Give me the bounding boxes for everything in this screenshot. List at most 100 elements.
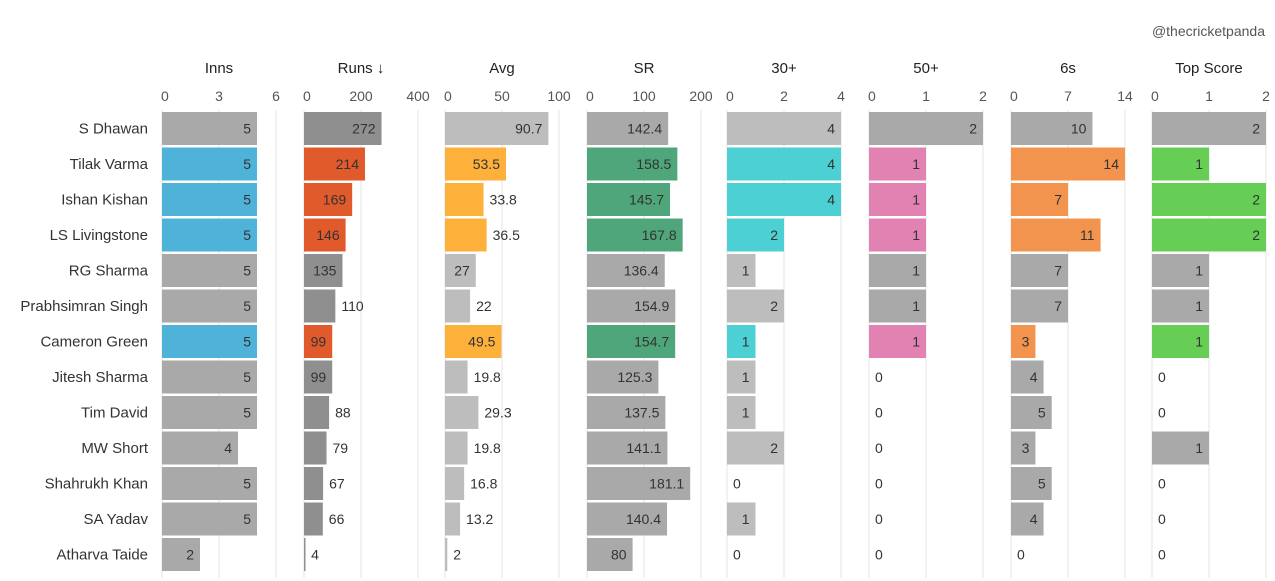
data-label-runs: 110 [341, 298, 364, 314]
tick-label-avg: 0 [444, 88, 452, 104]
data-label-6s: 3 [1022, 334, 1030, 350]
data-label-avg: 16.8 [470, 476, 497, 492]
bar-top-score [1152, 254, 1209, 287]
bar-runs [304, 183, 353, 216]
data-label-top-score: 2 [1252, 121, 1260, 137]
data-label-inns: 5 [243, 298, 251, 314]
data-label-inns: 5 [243, 121, 251, 137]
data-label-inns: 5 [243, 334, 251, 350]
column-title-avg: Avg [489, 60, 515, 77]
bar-50 [869, 289, 926, 323]
data-label-50: 2 [969, 121, 977, 137]
bar-avg [445, 467, 465, 500]
bar-30 [727, 112, 841, 145]
data-label-inns: 5 [243, 192, 251, 208]
data-label-runs: 99 [311, 334, 327, 350]
data-label-avg: 13.2 [466, 511, 493, 527]
data-label-inns: 5 [243, 156, 251, 172]
bar-runs [304, 254, 343, 287]
tick-label-inns: 0 [161, 88, 169, 104]
player-label: Tilak Varma [70, 156, 149, 173]
data-label-runs: 135 [313, 263, 337, 279]
tick-label-avg: 50 [494, 88, 510, 104]
data-label-avg: 22 [476, 298, 492, 314]
tick-label-inns: 3 [215, 88, 223, 104]
bar-50 [869, 254, 926, 287]
bar-inns [162, 325, 257, 358]
bar-avg [445, 218, 487, 252]
bar-avg [445, 360, 468, 394]
data-label-6s: 5 [1038, 405, 1046, 421]
data-label-sr: 167.8 [642, 227, 677, 243]
data-label-top-score: 0 [1158, 547, 1166, 563]
data-label-top-score: 0 [1158, 369, 1166, 385]
bar-runs [304, 112, 382, 145]
bar-top-score [1152, 431, 1209, 465]
bar-6s [1011, 147, 1125, 181]
player-label: RG Sharma [69, 263, 149, 280]
data-label-30: 0 [733, 476, 741, 492]
tick-label-50: 2 [979, 88, 987, 104]
bar-top-score [1152, 183, 1266, 216]
data-label-top-score: 0 [1158, 405, 1166, 421]
data-label-runs: 146 [316, 227, 340, 243]
tick-label-50: 0 [868, 88, 876, 104]
column-title-top-score: Top Score [1175, 60, 1243, 77]
bar-6s [1011, 218, 1101, 252]
bar-6s [1011, 431, 1036, 465]
bar-50 [869, 218, 926, 252]
data-label-30: 4 [827, 156, 835, 172]
data-label-30: 4 [827, 192, 835, 208]
bar-6s [1011, 112, 1093, 145]
data-label-inns: 5 [243, 227, 251, 243]
bar-top-score [1152, 112, 1266, 145]
tick-label-avg: 100 [547, 88, 571, 104]
bar-30 [727, 147, 841, 181]
tick-label-30: 2 [780, 88, 788, 104]
bar-inns [162, 396, 257, 429]
tick-label-top-score: 2 [1262, 88, 1270, 104]
data-label-avg: 90.7 [515, 121, 542, 137]
player-label: Prabhsimran Singh [20, 298, 148, 315]
data-label-avg: 2 [453, 547, 461, 563]
tick-label-top-score: 0 [1151, 88, 1159, 104]
bar-30 [727, 325, 756, 358]
data-label-top-score: 1 [1195, 298, 1203, 314]
bar-sr [587, 183, 671, 216]
data-label-30: 2 [770, 440, 778, 456]
bar-sr [587, 289, 676, 323]
data-label-50: 1 [912, 263, 920, 279]
bar-6s [1011, 396, 1052, 429]
data-label-sr: 158.5 [636, 156, 671, 172]
data-label-runs: 169 [323, 192, 347, 208]
data-label-top-score: 1 [1195, 156, 1203, 172]
player-label: SA Yadav [84, 511, 149, 528]
data-label-6s: 14 [1103, 156, 1119, 172]
player-label: S Dhawan [79, 121, 148, 138]
bar-runs [304, 396, 330, 429]
bar-avg [445, 431, 468, 465]
bar-sr [587, 360, 659, 394]
data-label-avg: 33.8 [490, 192, 517, 208]
data-label-avg: 29.3 [484, 405, 511, 421]
bar-6s [1011, 467, 1052, 500]
data-label-6s: 0 [1017, 547, 1025, 563]
player-label: Shahrukh Khan [45, 476, 148, 493]
bar-top-score [1152, 218, 1266, 252]
data-label-avg: 49.5 [468, 334, 495, 350]
bar-inns [162, 112, 257, 145]
player-label: Ishan Kishan [61, 192, 148, 209]
data-label-runs: 99 [311, 369, 327, 385]
player-label: LS Livingstone [50, 227, 148, 244]
bar-50 [869, 147, 926, 181]
bar-6s [1011, 502, 1044, 536]
bar-50 [869, 325, 926, 358]
data-label-30: 1 [742, 369, 750, 385]
bar-runs [304, 218, 346, 252]
bar-sr [587, 538, 633, 571]
tick-label-30: 0 [726, 88, 734, 104]
data-label-sr: 145.7 [629, 192, 664, 208]
column-title-50: 50+ [913, 60, 939, 77]
bar-30 [727, 289, 784, 323]
data-label-top-score: 1 [1195, 334, 1203, 350]
